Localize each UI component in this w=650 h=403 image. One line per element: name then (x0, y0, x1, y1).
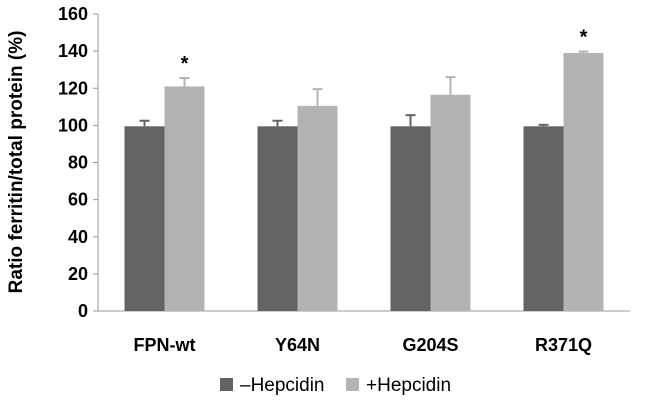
significance-star: * (580, 26, 588, 48)
x-category-labels: FPN-wt Y64N G204S R371Q (134, 335, 593, 355)
y-tick-label: 60 (68, 190, 88, 210)
legend-swatch (220, 378, 233, 391)
bar-minus-hepcidin (523, 126, 564, 311)
x-category-label: Y64N (275, 335, 320, 355)
y-tick-label: 160 (58, 4, 88, 24)
bar-plus-hepcidin (430, 94, 471, 311)
y-ticks: 0 20 40 60 80 100 120 140 160 (58, 4, 98, 321)
x-category-label: FPN-wt (134, 335, 196, 355)
error-bars (139, 50, 589, 127)
significance-markers: ** (181, 26, 588, 75)
bar-minus-hepcidin (390, 126, 431, 311)
y-tick-label: 40 (68, 227, 88, 247)
bars (124, 52, 604, 312)
y-tick-label: 80 (68, 153, 88, 173)
x-category-label: G204S (402, 335, 458, 355)
y-tick-label: 140 (58, 41, 88, 61)
bar-plus-hepcidin (297, 105, 338, 312)
y-axis-title: Ratio ferritin/total protein (%) (6, 31, 27, 294)
bar-minus-hepcidin (257, 126, 298, 311)
legend: –Hepcidin +Hepcidin (220, 375, 451, 396)
y-tick-label: 0 (78, 301, 88, 321)
legend-label: +Hepcidin (366, 375, 451, 396)
y-tick-label: 100 (58, 115, 88, 135)
bar-plus-hepcidin (563, 52, 604, 311)
bar-minus-hepcidin (124, 126, 165, 311)
significance-star: * (181, 53, 189, 75)
legend-swatch (346, 378, 359, 391)
legend-label: –Hepcidin (240, 375, 325, 396)
y-tick-label: 20 (68, 264, 88, 284)
x-category-label: R371Q (535, 335, 592, 355)
y-tick-label: 120 (58, 78, 88, 98)
bar-plus-hepcidin (164, 86, 205, 311)
